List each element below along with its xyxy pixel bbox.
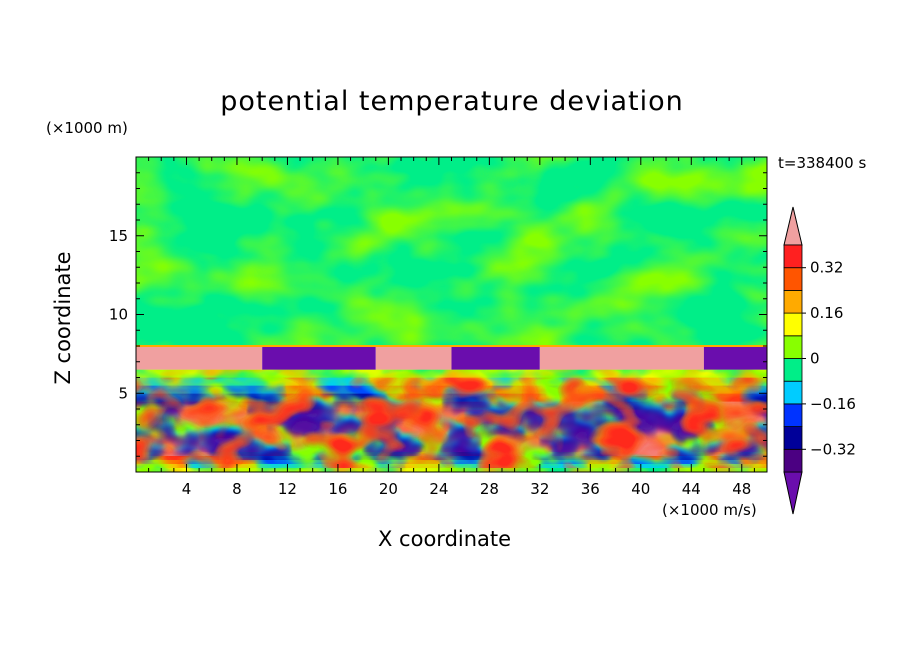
x-tick-label: 48	[732, 480, 751, 498]
upper-layer-anomaly	[136, 157, 767, 346]
x-tick-label: 44	[682, 480, 701, 498]
colorbar-label: 0	[810, 350, 820, 368]
x-tick-label: 40	[631, 480, 650, 498]
contour-field	[136, 157, 767, 472]
colorbar-swatch	[783, 403, 803, 427]
inversion-segment-0	[136, 346, 263, 370]
colorbar-under-arrow	[783, 471, 803, 515]
y-tick-label: 10	[109, 306, 128, 324]
colorbar-swatch	[783, 426, 803, 450]
y-tick-label: 5	[118, 384, 128, 402]
x-tick-label: 12	[278, 480, 297, 498]
colorbar-swatch	[783, 312, 803, 337]
colorbar-label: −0.32	[810, 440, 856, 458]
inversion-segment-3	[451, 346, 540, 370]
x-axis-label: X coordinate	[378, 527, 512, 551]
x-tick-label: 28	[480, 480, 499, 498]
colorbar-label: 0.16	[810, 304, 843, 322]
colorbar-label: 0.32	[810, 259, 843, 277]
x-tick-label: 4	[182, 480, 192, 498]
inversion-segment-5	[703, 346, 767, 370]
x-tick-label: 8	[232, 480, 242, 498]
colorbar-swatch	[783, 289, 803, 314]
y-axis-unit: (×1000 m)	[46, 119, 128, 137]
x-tick-label: 16	[328, 480, 347, 498]
x-axis-unit: (×1000 m/s)	[662, 501, 757, 519]
inversion-segment-4	[539, 346, 704, 370]
x-tick-label: 36	[581, 480, 600, 498]
colorbar-over-arrow	[783, 206, 803, 246]
colorbar-swatch	[783, 358, 803, 382]
colorbar-label: −0.16	[810, 395, 856, 413]
time-label: t=338400 s	[778, 154, 867, 172]
colorbar-swatch	[783, 267, 803, 291]
colorbar-swatch	[783, 335, 803, 359]
colorbar-swatch	[783, 380, 803, 405]
x-tick-label: 32	[530, 480, 549, 498]
inversion-segment-1	[262, 346, 376, 370]
y-tick-label: 15	[109, 227, 128, 245]
inversion-segment-2	[375, 346, 452, 370]
colorbar: −0.32 −0.16 0 0.16 0.32	[783, 206, 856, 515]
x-tick-label: 24	[429, 480, 448, 498]
x-tick-label: 20	[379, 480, 398, 498]
chart-title: potential temperature deviation	[220, 86, 684, 117]
colorbar-swatch	[783, 244, 803, 269]
lower-layer-band-2-1	[136, 377, 767, 468]
colorbar-swatch	[783, 448, 803, 473]
